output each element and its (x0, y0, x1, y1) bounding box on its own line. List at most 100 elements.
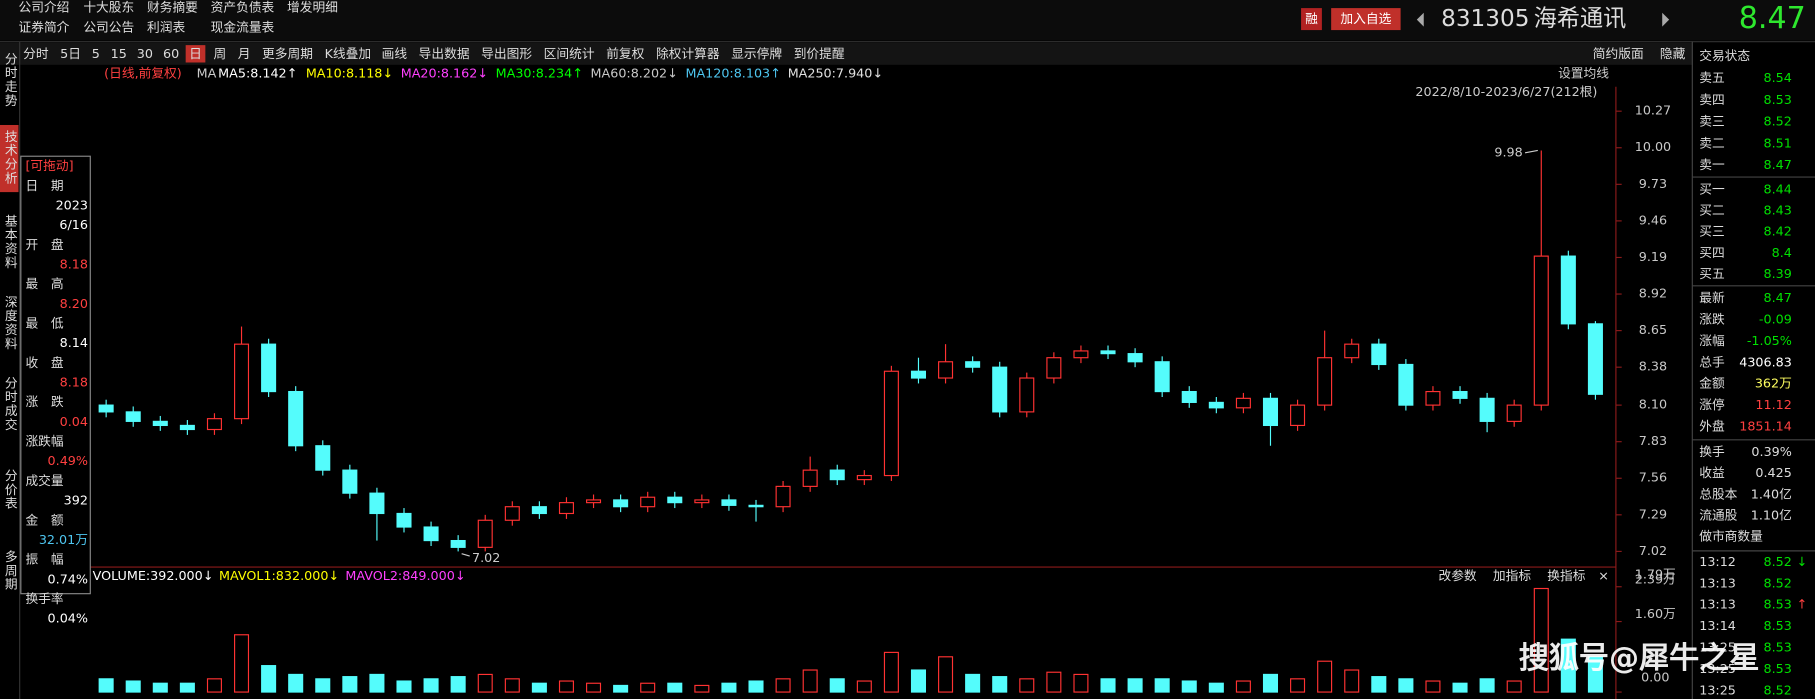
info-label: 最 低 (25, 317, 63, 332)
toolbar-item[interactable]: 5日 (60, 47, 81, 62)
volume-bar (1398, 678, 1414, 693)
side-tab[interactable]: 多周期 (2, 550, 17, 592)
toolbar-item[interactable]: 到价提醒 (794, 46, 845, 62)
candle-body (261, 343, 277, 393)
volume-tick-label: 2.39万 (1635, 572, 1676, 587)
panel-value: 1851.14 (1739, 420, 1792, 435)
toolbar-item[interactable]: 60 (163, 47, 179, 62)
volume-bar (1235, 680, 1251, 693)
menu-item[interactable]: 证券简介 (19, 19, 70, 35)
volume-bar (721, 682, 737, 693)
side-tab[interactable]: 技术分析 (2, 130, 17, 186)
badge: 融 (1305, 12, 1318, 27)
toolbar-item[interactable]: 除权计算器 (656, 46, 720, 62)
toolbar-item[interactable]: K线叠加 (325, 47, 372, 62)
volume-bar (558, 680, 574, 693)
panel-value: 8.54 (1764, 71, 1792, 86)
toolbar-right[interactable]: 隐藏 (1660, 47, 1686, 62)
toolbar-item[interactable]: 显示停牌 (731, 46, 782, 62)
panel-label: 流通股 (1699, 509, 1737, 524)
toolbar-item[interactable]: 更多周期 (262, 47, 313, 62)
add-button[interactable]: 加入自选 (1340, 12, 1391, 27)
panel-value: 0.39% (1751, 445, 1791, 460)
menu-item[interactable]: 现金流量表 (211, 19, 275, 35)
volume-bar (288, 673, 304, 693)
volume-button[interactable]: 加指标 (1493, 569, 1531, 584)
ma-item: MA250:7.940↓ (788, 67, 883, 82)
info-value: 6/16 (59, 218, 88, 233)
candle-body (1154, 361, 1170, 393)
info-label: 换手率 (25, 591, 63, 607)
side-tab[interactable]: 分时成交 (2, 376, 17, 432)
toolbar-item[interactable]: 导出数据 (419, 47, 470, 62)
toolbar-item[interactable]: 月 (238, 47, 251, 62)
menu-item[interactable]: 公司介绍 (19, 1, 70, 16)
volume-bar (667, 682, 683, 693)
side-tab[interactable]: 基本资料 (2, 214, 17, 270)
volume-bar (1425, 680, 1441, 693)
toolbar-item[interactable]: 导出图形 (481, 47, 532, 62)
candle-body (965, 361, 981, 368)
toolbar-item[interactable]: 5 (92, 47, 100, 62)
toolbar-item[interactable]: 周 (213, 47, 226, 62)
candle-body (1046, 357, 1062, 379)
toolbar-item[interactable]: 分时 (23, 47, 49, 62)
toolbar-item[interactable]: 日 (189, 47, 202, 62)
volume-button[interactable]: × (1598, 569, 1609, 584)
candle-body (152, 420, 168, 427)
y-tick-label: 9.46 (1639, 213, 1667, 228)
panel-value: 0.425 (1755, 466, 1791, 481)
candle-body (179, 424, 195, 431)
y-tick-label: 7.29 (1639, 507, 1667, 522)
add-button-bg[interactable] (1331, 8, 1401, 31)
menu-item[interactable]: 利润表 (147, 20, 185, 35)
volume-button[interactable]: 换指标 (1547, 569, 1585, 584)
volume-bar (883, 651, 899, 693)
candle-body (1533, 255, 1549, 406)
panel-value: 8.42 (1764, 225, 1792, 240)
badge-bg (1301, 8, 1322, 31)
candle-body (396, 512, 412, 528)
y-tick-label: 8.38 (1639, 360, 1667, 375)
toolbar-item[interactable]: 画线 (382, 47, 408, 62)
menu-item[interactable]: 公司公告 (83, 20, 134, 35)
ma-item: MA20:8.162↓ (401, 67, 488, 82)
next-arrow[interactable] (1662, 12, 1670, 27)
panel-label: 卖一 (1699, 158, 1725, 173)
side-tab[interactable]: 分价表 (2, 469, 17, 511)
menu-item[interactable]: 财务摘要 (147, 0, 198, 16)
candle-body (1073, 350, 1089, 359)
price: 8.47 (1739, 1, 1806, 36)
stock-name: 海希通讯 (1534, 6, 1627, 32)
volume-header: VOLUME:392.000↓ (93, 569, 214, 584)
candle-body (775, 485, 791, 508)
volume-bar (640, 682, 656, 693)
toolbar-right[interactable]: 简约版面 (1593, 47, 1644, 62)
panel-value: 8.51 (1764, 136, 1792, 151)
y-tick-label: 9.19 (1639, 250, 1667, 265)
side-tab[interactable]: 深度资料 (2, 295, 17, 351)
toolbar-item[interactable]: 前复权 (606, 46, 644, 62)
candle-body (504, 506, 520, 521)
side-tab[interactable]: 分时走势 (2, 52, 17, 108)
menu-item[interactable]: 增发明细 (287, 0, 338, 16)
toolbar-item[interactable]: 区间统计 (544, 47, 595, 62)
menu-item[interactable]: 十大股东 (83, 1, 134, 16)
prev-arrow[interactable] (1416, 12, 1424, 27)
info-value: 2023 (56, 198, 88, 213)
toolbar-item[interactable]: 15 (111, 47, 127, 62)
panel-value: -0.09 (1759, 312, 1792, 327)
panel-label: 卖五 (1699, 71, 1725, 86)
toolbar-active (185, 45, 206, 63)
candle-body (640, 496, 656, 508)
menu-item[interactable]: 资产负债表 (211, 1, 275, 16)
ma-item: MA10:8.118↓ (306, 67, 393, 82)
ma-settings[interactable]: 设置均线 (1558, 67, 1609, 82)
volume-bar (531, 682, 547, 693)
panel-label: 13:13 (1699, 598, 1736, 613)
volume-button[interactable]: 改参数 (1438, 568, 1476, 584)
toolbar-item[interactable]: 30 (137, 47, 153, 62)
panel-value: 8.52 (1764, 555, 1792, 570)
